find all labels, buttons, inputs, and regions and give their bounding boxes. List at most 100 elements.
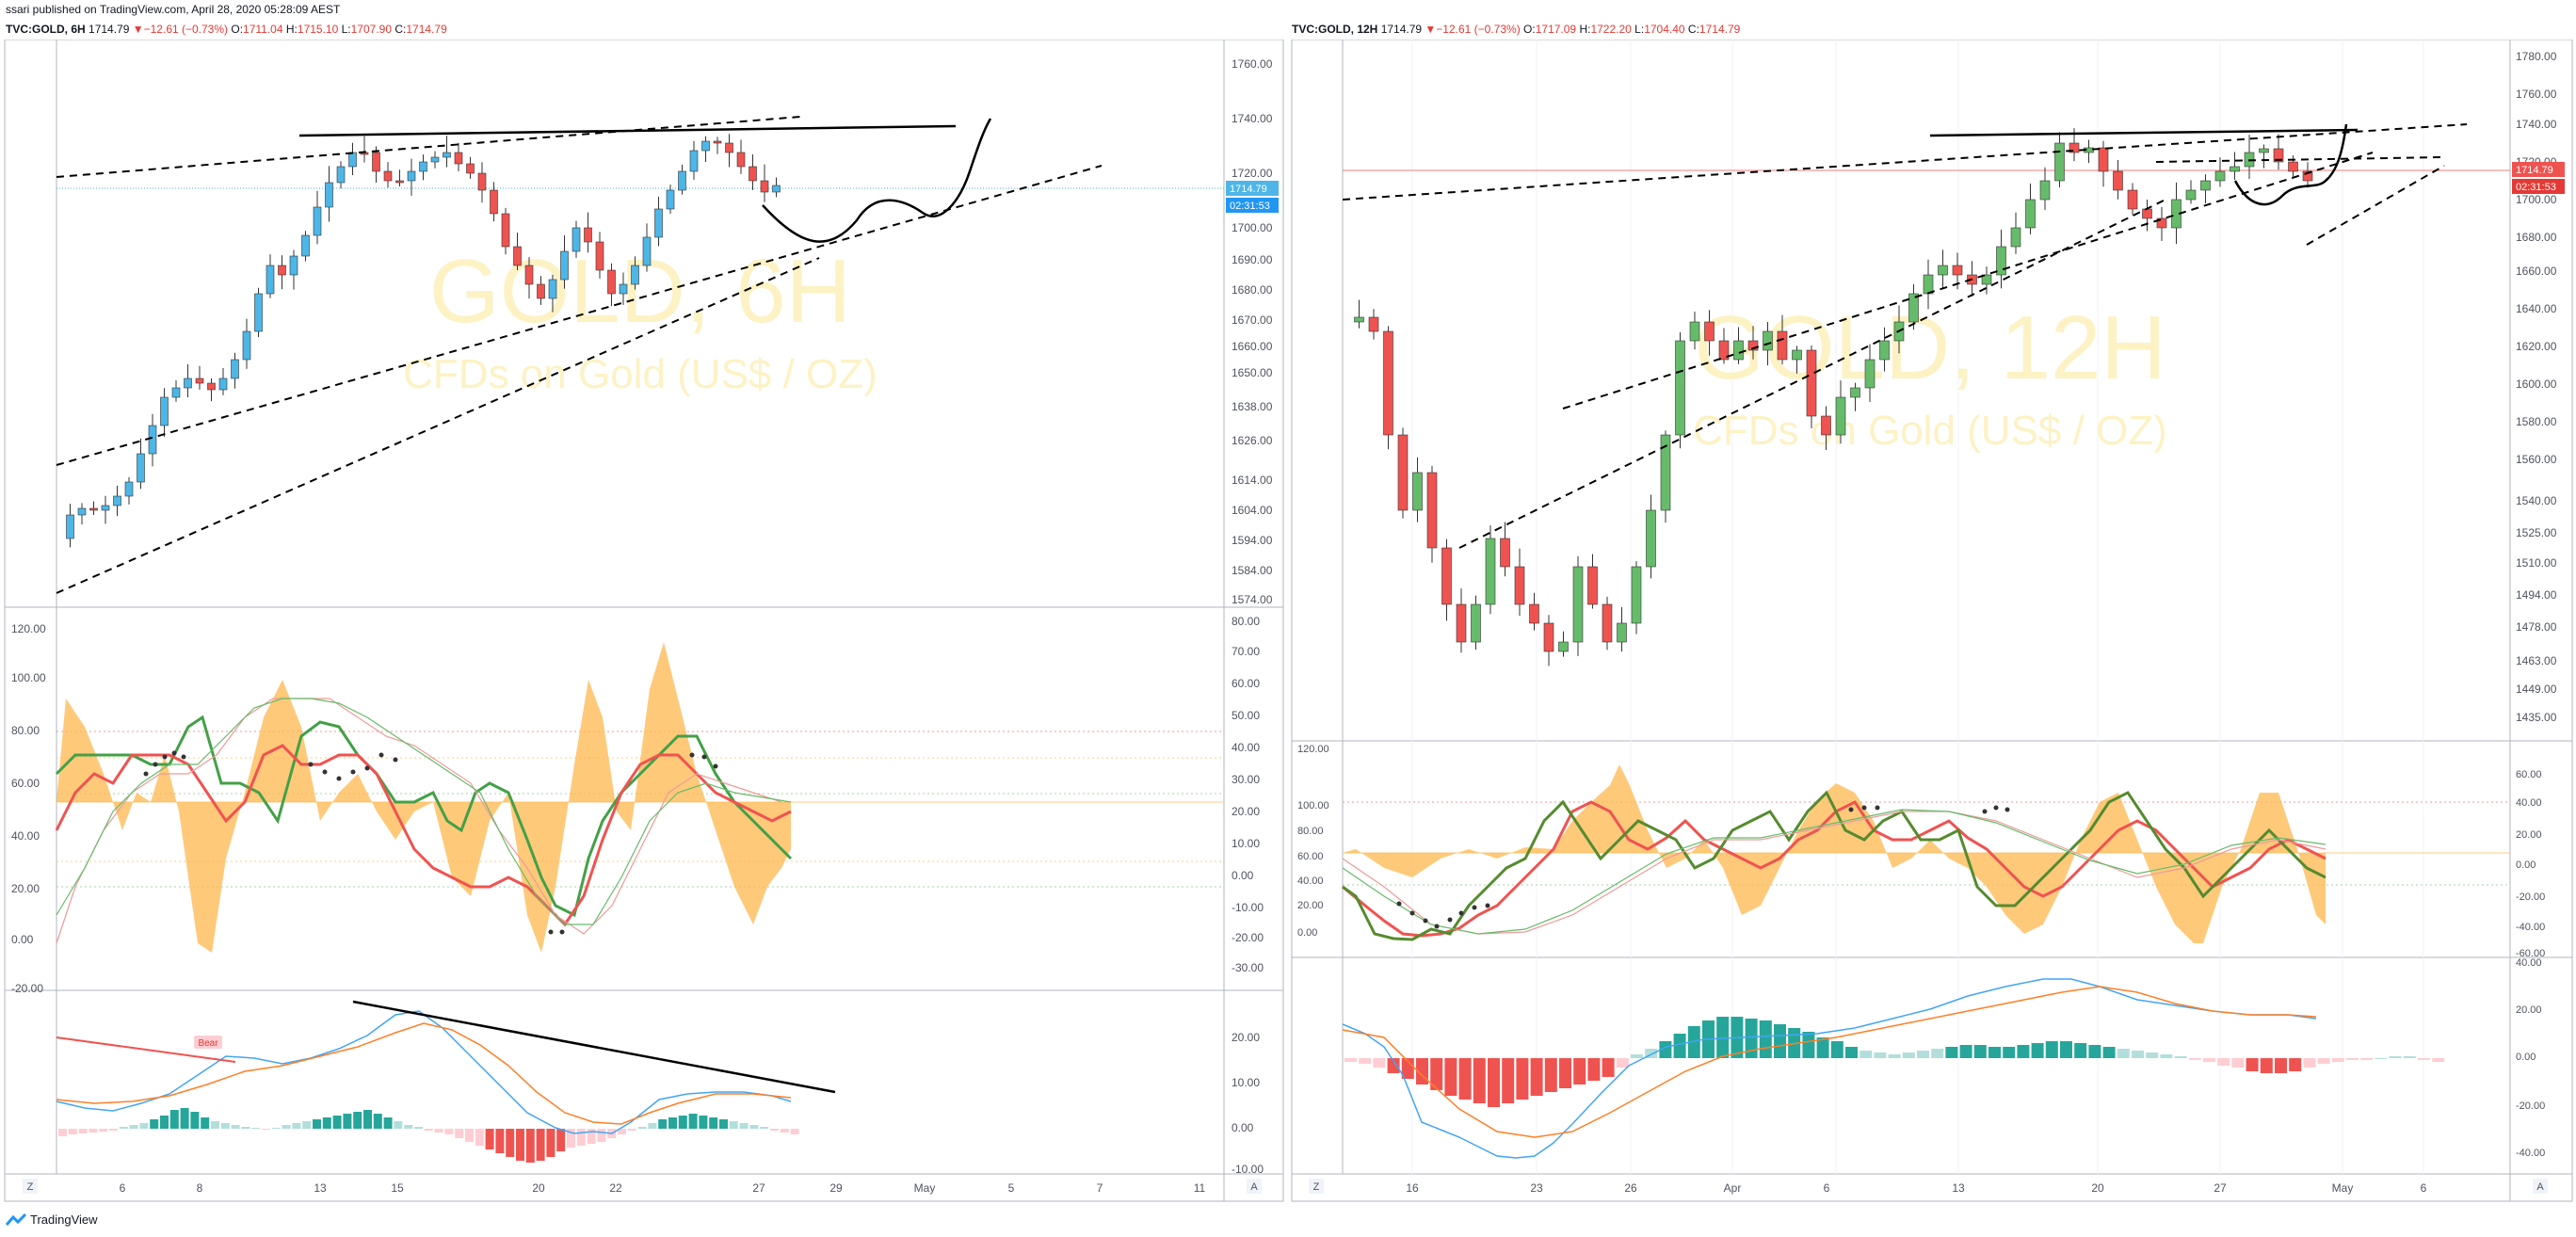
macd-bar bbox=[180, 1108, 189, 1129]
left-osc-red-line bbox=[55, 744, 792, 927]
candle-body bbox=[1441, 547, 1452, 605]
right-auto-scale-button[interactable] bbox=[2533, 1179, 2548, 1194]
candle-body bbox=[383, 170, 393, 182]
candle-body bbox=[607, 269, 616, 295]
candle-body bbox=[1718, 340, 1730, 361]
macd-bar bbox=[343, 1114, 352, 1129]
osc-tick: 60.00 bbox=[11, 777, 40, 790]
candle-body bbox=[772, 185, 781, 193]
macd-bar bbox=[465, 1129, 474, 1142]
osc-tick: 0.00 bbox=[2516, 859, 2536, 871]
macd-bar bbox=[485, 1129, 494, 1149]
left-price-label-bg bbox=[1226, 181, 1279, 196]
right-price-axis[interactable]: 1780.00 1760.00 1740.00 1720.00 1700.00 … bbox=[2516, 50, 2557, 724]
candle-body bbox=[1383, 330, 1393, 436]
left-auto-scale-button[interactable] bbox=[1247, 1179, 1262, 1194]
macd-bar bbox=[1917, 1051, 1929, 1058]
left-countdown-bg bbox=[1226, 198, 1279, 213]
candle-body bbox=[1689, 321, 1700, 342]
osc-tick: 120.00 bbox=[1297, 744, 1329, 755]
left-watermark-subtitle: CFDs on Gold (US$ / OZ) bbox=[403, 351, 877, 397]
right-trendline[interactable] bbox=[2306, 165, 2445, 246]
left-high: 1715.10 bbox=[297, 23, 339, 36]
price-tick: 1463.00 bbox=[2516, 654, 2557, 667]
right-resistance-line[interactable] bbox=[1929, 128, 2359, 137]
macd-bar bbox=[363, 1110, 372, 1129]
candle-body bbox=[2214, 170, 2226, 182]
time-tick: 5 bbox=[1008, 1181, 1015, 1195]
macd-bar bbox=[2289, 1058, 2302, 1071]
right-countdown: 02:31:53 bbox=[2516, 182, 2556, 193]
macd-bar bbox=[373, 1114, 382, 1129]
left-trendline[interactable] bbox=[56, 257, 820, 594]
left-zoom-button[interactable] bbox=[23, 1179, 38, 1194]
macd-bar bbox=[2317, 1058, 2330, 1064]
right-price-label-bg bbox=[2512, 162, 2565, 177]
candle-body bbox=[595, 241, 604, 271]
macd-bar bbox=[719, 1119, 728, 1129]
left-trendline[interactable] bbox=[56, 116, 801, 178]
price-tick: 1650.00 bbox=[1232, 366, 1273, 379]
price-tick: 1760.00 bbox=[2516, 88, 2557, 101]
right-time-axis[interactable]: 16 23 26 Apr 6 13 20 27 May 6 bbox=[1406, 1181, 2426, 1195]
right-trendline[interactable] bbox=[1342, 123, 2468, 201]
right-osc-band bbox=[1343, 764, 2326, 943]
right-osc-right-axis: 60.00 40.00 20.00 0.00 -20.00 -40.00 -60… bbox=[2516, 769, 2545, 959]
right-projection-curve[interactable] bbox=[2233, 123, 2348, 206]
macd-bar bbox=[1573, 1058, 1586, 1084]
right-trendline[interactable] bbox=[1562, 152, 2374, 410]
left-chart-frame bbox=[4, 40, 1284, 1202]
left-macd-divergence-line[interactable] bbox=[352, 1000, 836, 1094]
candle-body bbox=[1938, 265, 1948, 276]
tradingview-footer[interactable]: TradingView bbox=[6, 1213, 98, 1227]
macd-bar bbox=[2060, 1041, 2072, 1058]
left-price-axis[interactable]: 1760.00 1740.00 1720.00 1700.00 1690.00 … bbox=[1232, 57, 1273, 606]
right-trendline[interactable] bbox=[2155, 156, 2444, 163]
osc-tick: -20.00 bbox=[2516, 892, 2545, 903]
macd-bar bbox=[271, 1128, 281, 1129]
price-tick: 1614.00 bbox=[1232, 474, 1273, 487]
candle-body bbox=[749, 166, 757, 182]
price-tick: 1510.00 bbox=[2516, 556, 2557, 570]
candle-body bbox=[1996, 246, 2006, 276]
osc-tick: 40.00 bbox=[2516, 797, 2542, 809]
macd-bar bbox=[169, 1110, 179, 1129]
candle-body bbox=[407, 170, 416, 182]
time-tick: 11 bbox=[1194, 1181, 1206, 1195]
osc-tick: 0.00 bbox=[1232, 869, 1254, 882]
left-chart[interactable]: GOLD, 6H CFDs on Gold (US$ / OZ) 1760.00… bbox=[0, 40, 1286, 1203]
macd-bar bbox=[282, 1125, 291, 1129]
macd-bar bbox=[2346, 1058, 2359, 1060]
time-tick: 27 bbox=[2214, 1181, 2227, 1195]
left-countdown: 02:31:53 bbox=[1230, 201, 1270, 212]
osc-tick: 40.00 bbox=[1297, 876, 1324, 887]
right-chart[interactable]: GOLD, 12H CFDs on Gold (US$ / OZ) 1780.0… bbox=[1290, 40, 2576, 1203]
macd-bar bbox=[637, 1127, 647, 1129]
right-zoom-button[interactable] bbox=[1309, 1179, 1324, 1194]
left-osc-left-axis: 120.00 100.00 80.00 60.00 40.00 20.00 0.… bbox=[11, 622, 46, 995]
candle-body bbox=[395, 180, 404, 184]
candle-body bbox=[325, 182, 333, 208]
macd-bar bbox=[394, 1121, 403, 1129]
left-resistance-line[interactable] bbox=[298, 124, 957, 137]
candle-body bbox=[666, 189, 675, 210]
candle-body bbox=[2259, 148, 2269, 153]
macd-bar bbox=[139, 1123, 149, 1129]
candle-body bbox=[1397, 434, 1409, 511]
candle-body bbox=[477, 172, 487, 191]
candle-body bbox=[760, 180, 769, 193]
left-projection-curve[interactable] bbox=[762, 118, 992, 243]
candle-body bbox=[101, 505, 110, 511]
left-trendline[interactable] bbox=[56, 165, 1103, 466]
candle-body bbox=[113, 495, 121, 506]
price-tick: 1680.00 bbox=[2516, 231, 2557, 244]
candle-body bbox=[490, 189, 498, 215]
left-time-axis[interactable]: 6 8 13 15 20 22 27 29 May 5 7 11 bbox=[120, 1181, 1206, 1195]
macd-bar bbox=[546, 1129, 555, 1157]
left-open: 1711.04 bbox=[243, 23, 283, 36]
candle-body bbox=[2156, 217, 2167, 229]
macd-bar bbox=[1830, 1041, 1843, 1058]
candle-body bbox=[501, 213, 510, 248]
right-gridlines bbox=[1411, 40, 2424, 1174]
time-tick: May bbox=[2332, 1181, 2354, 1195]
